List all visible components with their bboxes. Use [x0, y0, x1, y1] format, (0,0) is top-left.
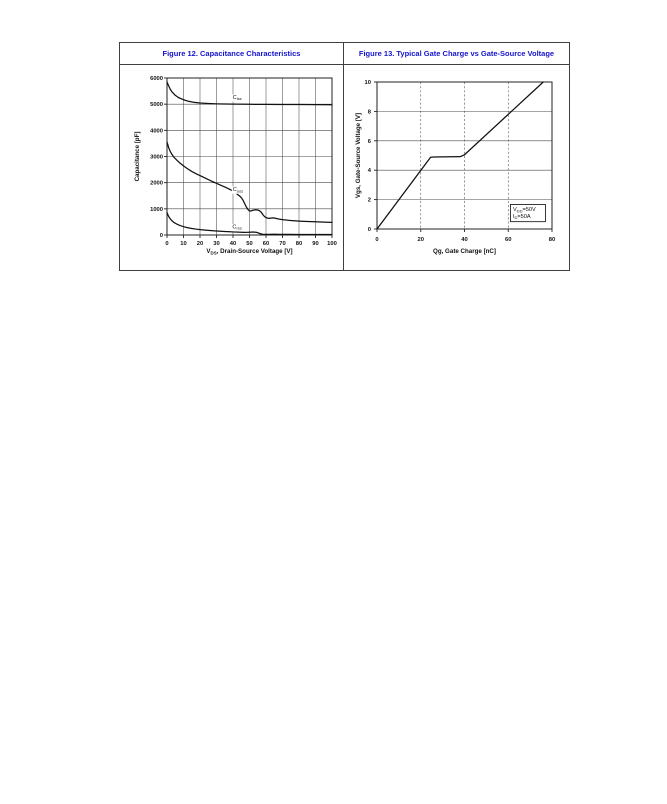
svg-text:5000: 5000	[150, 102, 163, 108]
svg-text:0: 0	[375, 237, 378, 243]
svg-text:ID=50A: ID=50A	[513, 214, 531, 220]
svg-text:20: 20	[418, 237, 424, 243]
svg-text:60: 60	[263, 241, 269, 247]
svg-text:30: 30	[213, 241, 219, 247]
svg-text:50: 50	[246, 241, 252, 247]
svg-text:VDS, Drain-Source Voltage [V]: VDS, Drain-Source Voltage [V]	[206, 248, 292, 255]
svg-text:20: 20	[197, 241, 203, 247]
svg-text:100: 100	[327, 241, 337, 247]
figure-13-panel: Figure 13. Typical Gate Charge vs Gate-S…	[343, 43, 569, 270]
svg-text:Crss: Crss	[232, 224, 241, 230]
svg-text:Qg, Gate Charge [nC]: Qg, Gate Charge [nC]	[433, 248, 496, 255]
svg-text:6000: 6000	[150, 76, 163, 82]
figure-13-title: Figure 13. Typical Gate Charge vs Gate-S…	[344, 43, 569, 65]
svg-text:0: 0	[368, 227, 371, 233]
capacitance-chart: 0 10 20 30 40 50 60 70 80 90 100 0 1000 2000 3000 4000 5…	[120, 65, 343, 270]
svg-text:Ciss: Ciss	[233, 95, 242, 101]
svg-text:2000: 2000	[150, 181, 163, 187]
figure-13-title-text: Figure 13. Typical Gate Charge vs Gate-S…	[358, 48, 555, 58]
svg-text:1000: 1000	[150, 207, 163, 213]
svg-text:8: 8	[368, 109, 372, 115]
figure-12-title-text: Figure 12. Capacitance Characteristics	[162, 48, 301, 58]
figure-12-panel: Figure 12. Capacitance Characteristics 0…	[120, 43, 343, 270]
svg-text:70: 70	[279, 241, 285, 247]
capacitance-characteristics-svg: 0 10 20 30 40 50 60 70 80 90 100010002000300040005…	[134, 76, 337, 255]
figure-12-title: Figure 12. Capacitance Characteristics	[120, 43, 343, 65]
svg-text:0: 0	[160, 233, 163, 239]
svg-text:Coss: Coss	[233, 187, 243, 193]
svg-text:10: 10	[365, 80, 371, 86]
svg-text:3000: 3000	[150, 155, 163, 161]
svg-text:Vgs, Gate-Source Voltage [V]: Vgs, Gate-Source Voltage [V]	[355, 113, 362, 198]
svg-text:Capacitance [pF]: Capacitance [pF]	[134, 132, 141, 182]
gate-charge-chart: 0 20 40 60 80 0 2 4 6 8 10 Qg, Gate Charge [nC] Vgs,…	[344, 65, 569, 270]
svg-text:4: 4	[368, 168, 372, 174]
svg-text:80: 80	[296, 241, 302, 247]
gate-charge-svg: 0 20 40 60 80 0 2 4 6 8 10 Qg, Gate Charge [nC] Vgs,…	[355, 80, 555, 255]
svg-text:40: 40	[230, 241, 236, 247]
figure-table: Figure 12. Capacitance Characteristics 0…	[119, 42, 570, 271]
svg-text:0: 0	[165, 241, 168, 247]
svg-text:2: 2	[368, 198, 371, 204]
svg-text:6: 6	[368, 139, 372, 145]
svg-text:4000: 4000	[150, 128, 163, 134]
svg-text:60: 60	[505, 237, 511, 243]
svg-text:40: 40	[461, 237, 467, 243]
svg-text:10: 10	[180, 241, 186, 247]
svg-text:VDD=50V: VDD=50V	[513, 207, 536, 213]
svg-text:90: 90	[312, 241, 318, 247]
svg-text:80: 80	[549, 237, 555, 243]
